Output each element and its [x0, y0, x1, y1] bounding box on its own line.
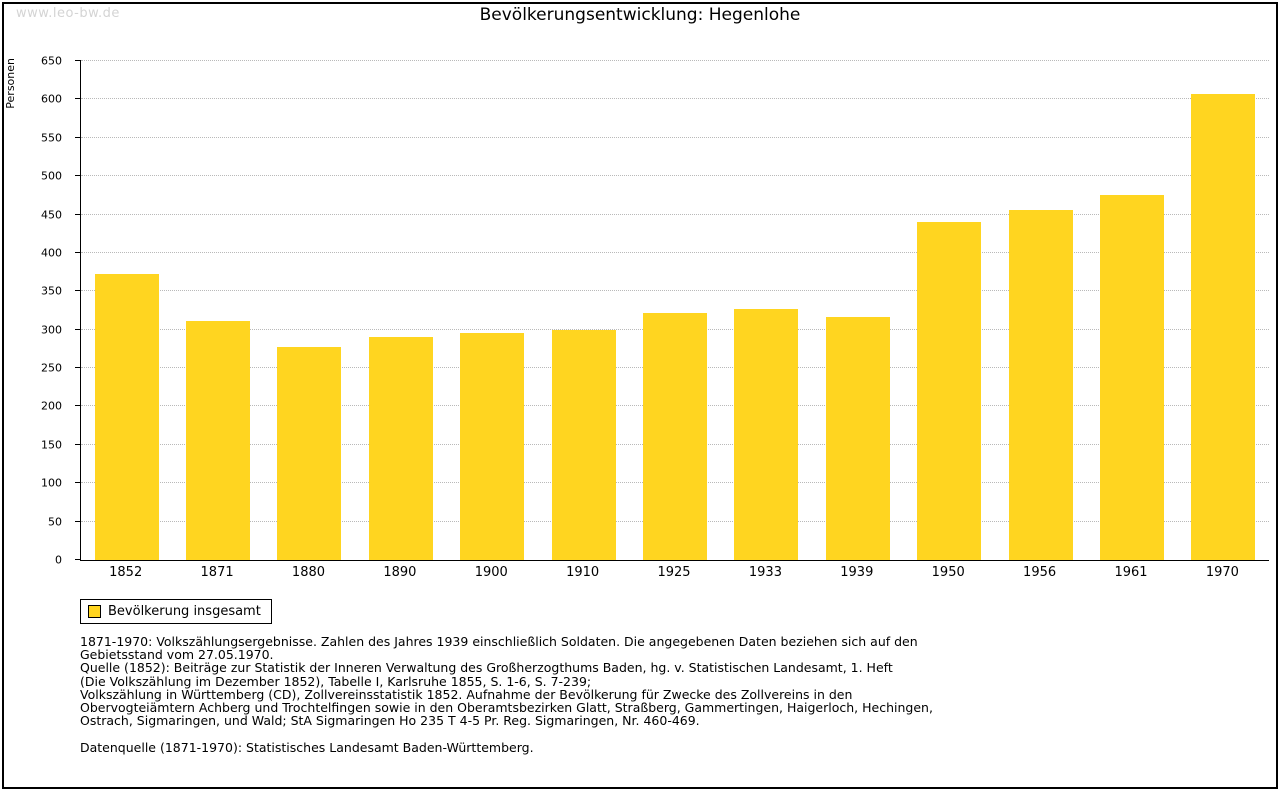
- bar-slot: [538, 61, 629, 560]
- bar-1900: [460, 332, 525, 560]
- x-axis-tick-labels: 1852 1871 1880 1890 1900 1910 1925 1933 1939 1950…: [80, 565, 1268, 580]
- bar-1852: [94, 274, 159, 560]
- x-tick-label: 1933: [748, 565, 782, 580]
- y-tick-mark: [75, 213, 81, 215]
- legend: Bevölkerung insgesamt: [80, 599, 272, 624]
- y-tick-label: 500: [41, 169, 62, 183]
- x-tick-label: 1910: [566, 565, 600, 580]
- y-tick-label: 200: [41, 399, 62, 413]
- y-tick-mark: [75, 136, 81, 138]
- y-tick-mark: [75, 405, 81, 407]
- note-line: 1871-1970: Volkszählungsergebnisse. Zahl…: [80, 634, 918, 649]
- note-line: (Die Volkszählung im Dezember 1852), Tab…: [80, 673, 592, 689]
- chart-title: Bevölkerungsentwicklung: Hegenlohe: [479, 5, 801, 25]
- x-tick-label: 1961: [1114, 565, 1148, 580]
- bar-1910: [551, 329, 616, 560]
- gridline: [81, 213, 1269, 215]
- legend-swatch-icon: [88, 605, 101, 618]
- bar-slot: [812, 61, 903, 560]
- y-tick-label: 600: [41, 92, 62, 106]
- gridline: [81, 175, 1269, 177]
- y-tick-label: 0: [55, 553, 62, 567]
- legend-label: Bevölkerung insgesamt: [108, 604, 261, 619]
- gridline: [81, 60, 1269, 61]
- y-tick-label: 350: [41, 284, 62, 298]
- y-tick-label: 650: [41, 54, 62, 68]
- note-line: Quelle (1852): Beiträge zur Statistik de…: [80, 660, 893, 676]
- y-tick-label: 150: [41, 438, 62, 452]
- y-tick-mark: [75, 443, 81, 445]
- bar-1950: [917, 222, 982, 560]
- bar-1890: [368, 337, 433, 560]
- y-tick-mark: [75, 559, 81, 560]
- bar-series: [81, 61, 1269, 560]
- note-line: Gebietsstand vom 27.05.1970.: [80, 647, 274, 663]
- y-axis-tick-labels: 0 50 100 150 200 250 300 350 400 450 500 550 600 650: [30, 56, 72, 566]
- bar-slot: [447, 61, 538, 560]
- bar-slot: [264, 61, 355, 560]
- y-tick-label: 50: [48, 515, 62, 529]
- note-line: Ostrach, Sigmaringen, und Wald; StA Sigm…: [80, 713, 700, 729]
- note-line: Obervogteiämtern Achberg und Trochtelfin…: [80, 700, 933, 716]
- y-tick-mark: [75, 175, 81, 177]
- y-tick-label: 250: [41, 361, 62, 375]
- y-tick-mark: [75, 98, 81, 100]
- bar-1961: [1100, 194, 1164, 560]
- y-tick-label: 400: [41, 246, 62, 260]
- bar-1933: [734, 308, 799, 560]
- y-tick-label: 100: [41, 476, 62, 490]
- note-line: Volkszählung in Württemberg (CD), Zollve…: [80, 686, 853, 702]
- bar-1939: [825, 316, 890, 560]
- bar-slot: [355, 61, 446, 560]
- bar-slot: [1086, 61, 1177, 560]
- x-tick-label: 1880: [291, 565, 326, 580]
- x-tick-label: 1890: [383, 565, 417, 580]
- x-tick-label: 1852: [109, 565, 143, 580]
- gridline: [81, 98, 1269, 100]
- y-tick-label: 450: [41, 208, 62, 222]
- x-tick-label: 1950: [931, 565, 965, 580]
- gridline: [81, 136, 1269, 138]
- x-tick-label: 1939: [840, 565, 874, 580]
- y-tick-label: 550: [41, 131, 62, 145]
- gridline: [81, 251, 1269, 253]
- bar-1871: [186, 321, 251, 560]
- y-tick-mark: [75, 482, 81, 484]
- watermark: www.leo-bw.de: [16, 6, 120, 21]
- x-tick-label: 1956: [1023, 565, 1057, 580]
- bar-slot: [721, 61, 812, 560]
- x-tick-label: 1970: [1205, 565, 1239, 580]
- y-tick-mark: [75, 328, 81, 330]
- y-tick-mark: [75, 60, 81, 61]
- y-tick-mark: [75, 520, 81, 522]
- source-notes: 1871-1970: Volkszählungsergebnisse. Zahl…: [80, 634, 933, 729]
- bar-1956: [1008, 209, 1073, 560]
- x-tick-label: 1871: [200, 565, 234, 580]
- bar-slot: [1178, 61, 1269, 560]
- y-tick-mark: [75, 367, 81, 369]
- bar-1925: [643, 312, 708, 560]
- bar-slot: [629, 61, 720, 560]
- y-tick-mark: [75, 290, 81, 292]
- bar-slot: [172, 61, 263, 560]
- x-tick-label: 1900: [474, 565, 508, 580]
- bar-1970: [1191, 94, 1256, 560]
- y-tick-label: 300: [41, 323, 62, 337]
- bar-1880: [277, 347, 342, 560]
- x-tick-label: 1925: [657, 565, 691, 580]
- bar-slot: [904, 61, 995, 560]
- plot-area: [75, 60, 1269, 561]
- datasource-note: Datenquelle (1871-1970): Statistisches L…: [80, 740, 534, 755]
- y-tick-mark: [75, 251, 81, 253]
- gridline: [81, 290, 1269, 292]
- y-axis-label: Personen: [4, 58, 17, 109]
- bar-slot: [81, 61, 172, 560]
- bar-slot: [995, 61, 1086, 560]
